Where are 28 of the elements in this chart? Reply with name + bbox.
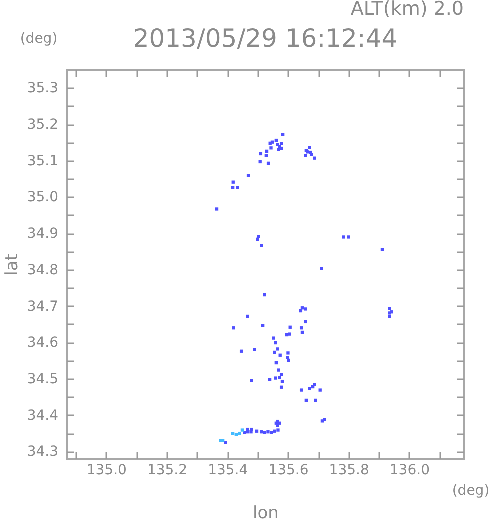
y-tick-label: 34.9	[27, 226, 58, 242]
x-axis-title: lon	[253, 504, 279, 521]
text: (deg)	[20, 31, 58, 47]
y-tick-label: 35.0	[27, 190, 58, 206]
y-tick-label: 34.5	[27, 372, 58, 388]
x-tick-label: 136.0	[390, 462, 430, 478]
point	[238, 432, 242, 436]
y-axis-title: lat	[2, 254, 22, 276]
x-tick-label: 135.6	[268, 462, 309, 478]
x-tick-label: 135.0	[86, 462, 127, 478]
point	[234, 433, 238, 436]
x-tick-label: 135.2	[147, 462, 188, 478]
point	[219, 439, 223, 442]
point	[240, 428, 244, 432]
y-tick-label: 34.6	[27, 335, 59, 352]
point	[231, 432, 235, 436]
y-tick-label: 35.1	[27, 153, 58, 170]
chart-subtitle: ALT(km) 2.0	[350, 0, 464, 20]
y-tick-label: 34.8	[27, 262, 58, 278]
y-tick-label: 34.4	[27, 408, 59, 424]
x-tick-label: 135.8	[329, 462, 370, 478]
text: (deg)	[452, 483, 490, 499]
x-tick-label: 135.4	[208, 462, 248, 478]
chart-title: 2013/05/29 16:12:44	[133, 24, 398, 53]
y-tick-label: 35.2	[27, 117, 58, 134]
y-tick-label: 34.3	[27, 444, 58, 460]
y-tick-label: 34.7	[27, 298, 58, 315]
y-tick-label: 35.3	[27, 80, 58, 97]
